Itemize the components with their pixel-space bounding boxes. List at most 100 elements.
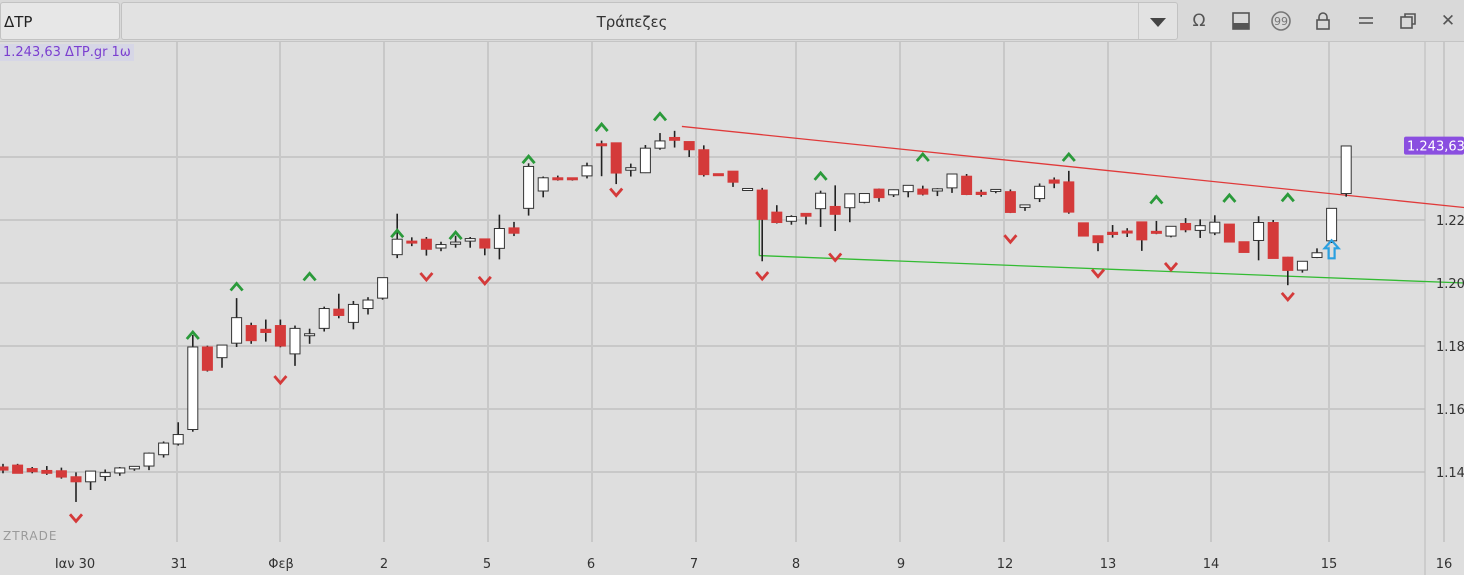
candle-body <box>274 325 286 347</box>
candle-body <box>333 308 345 316</box>
y-tick-label: 1.140 <box>1436 466 1464 481</box>
candle-body <box>493 228 505 249</box>
candle-body <box>537 177 549 192</box>
candle-body <box>610 142 622 174</box>
x-tick-label: 8 <box>792 557 800 572</box>
marker-down-icon <box>68 513 84 524</box>
marker-down-icon <box>755 271 770 282</box>
y-tick-label: 1.180 <box>1436 340 1464 355</box>
x-tick-label: 12 <box>997 557 1014 572</box>
candle-body <box>552 177 564 181</box>
candle-body <box>771 211 783 224</box>
price-chart[interactable]: 1.140 1.160 1.180 1.200 1.220 1.243,63 Ιαν 30 3… <box>0 42 1464 575</box>
candle-body <box>172 434 184 445</box>
minimize-icon[interactable] <box>1355 10 1377 32</box>
candle-body <box>523 165 535 209</box>
candle-body <box>12 464 24 474</box>
marker-up-icon <box>652 111 668 122</box>
candle-body <box>742 187 754 191</box>
candle-body <box>0 466 9 471</box>
candle-body <box>669 136 681 141</box>
marker-down-icon <box>1163 262 1179 273</box>
candle-body <box>318 308 330 329</box>
candle-body <box>815 192 827 210</box>
x-tick-label: 5 <box>483 557 491 572</box>
candle-body <box>377 277 389 299</box>
candle-body <box>260 328 272 333</box>
candle-body <box>216 344 228 359</box>
candle-body <box>70 476 82 483</box>
top-toolbar: ΔΤΡ Τράπεζες Ω 99 ✕ <box>0 0 1464 42</box>
omega-icon[interactable]: Ω <box>1192 11 1206 31</box>
symbol-selector[interactable]: ΔΤΡ <box>0 2 120 40</box>
x-tick-label: 31 <box>171 557 188 572</box>
candle-body <box>158 442 170 456</box>
marker-up-icon <box>1222 192 1237 203</box>
x-tick-label: 7 <box>690 557 698 572</box>
candle-body <box>201 346 213 371</box>
svg-text:99: 99 <box>1274 15 1288 28</box>
candle-body <box>712 173 724 177</box>
buy-signal-arrow-icon <box>1322 238 1342 260</box>
candle-body <box>1077 222 1089 237</box>
last-price-label: 1.243,63 <box>1407 140 1464 155</box>
candle-body <box>245 325 257 342</box>
candle-body <box>1194 225 1206 231</box>
candle-body <box>128 465 140 470</box>
candle-body <box>187 346 199 431</box>
candle-body <box>464 238 476 242</box>
candle-body <box>1107 231 1119 235</box>
candle-body <box>917 188 929 195</box>
x-tick-label: 2 <box>380 557 388 572</box>
candle-body <box>479 238 491 249</box>
candle-body <box>1121 230 1133 234</box>
candle-body <box>990 188 1002 192</box>
candle-body <box>639 147 651 174</box>
panel-icon[interactable] <box>1230 10 1252 32</box>
candle-body <box>1326 207 1338 242</box>
quote-icon[interactable]: 99 <box>1270 10 1292 32</box>
candle-body <box>347 303 359 323</box>
candle-body <box>698 149 710 176</box>
candle-body <box>406 240 418 244</box>
candle-body <box>41 469 53 474</box>
candle-body <box>1150 230 1162 234</box>
candle-body <box>1282 256 1294 271</box>
candle-body <box>143 452 155 467</box>
candle-body <box>1019 204 1031 208</box>
candle-body <box>888 189 900 196</box>
x-tick-label: 9 <box>897 557 905 572</box>
candle-body <box>1004 191 1016 213</box>
candle-body <box>1136 221 1148 241</box>
candle-body <box>1311 252 1323 258</box>
candle-body <box>55 470 67 478</box>
lock-icon[interactable] <box>1312 10 1334 32</box>
marker-down-icon <box>419 272 434 283</box>
x-tick-label: 6 <box>587 557 595 572</box>
restore-icon[interactable] <box>1397 10 1419 32</box>
candle-body <box>844 193 856 209</box>
marker-up-icon <box>390 228 405 239</box>
candle-body <box>625 167 637 171</box>
x-tick-label: 14 <box>1203 557 1220 572</box>
candle-body <box>1296 260 1308 271</box>
candle-body <box>566 177 578 181</box>
marker-up-icon <box>229 281 244 292</box>
last-price-badge <box>1404 136 1464 155</box>
y-tick-label: 1.200 <box>1436 277 1464 292</box>
x-tick-label: 13 <box>1100 557 1117 572</box>
marker-up-icon <box>302 271 317 282</box>
symbol-label: ΔΤΡ <box>4 13 33 31</box>
candle-body <box>1253 222 1265 241</box>
instrument-title-box[interactable]: Τράπεζες <box>121 2 1178 40</box>
candle-body <box>858 193 870 203</box>
close-icon[interactable]: ✕ <box>1440 11 1456 31</box>
candle-body <box>85 470 97 483</box>
candle-body <box>420 238 432 250</box>
marker-down-icon <box>828 252 843 263</box>
marker-up-icon <box>813 170 828 181</box>
candle-body <box>683 141 695 151</box>
chevron-down-icon[interactable] <box>1138 3 1175 39</box>
marker-down-icon <box>1090 268 1106 279</box>
marker-down-icon <box>609 187 624 198</box>
